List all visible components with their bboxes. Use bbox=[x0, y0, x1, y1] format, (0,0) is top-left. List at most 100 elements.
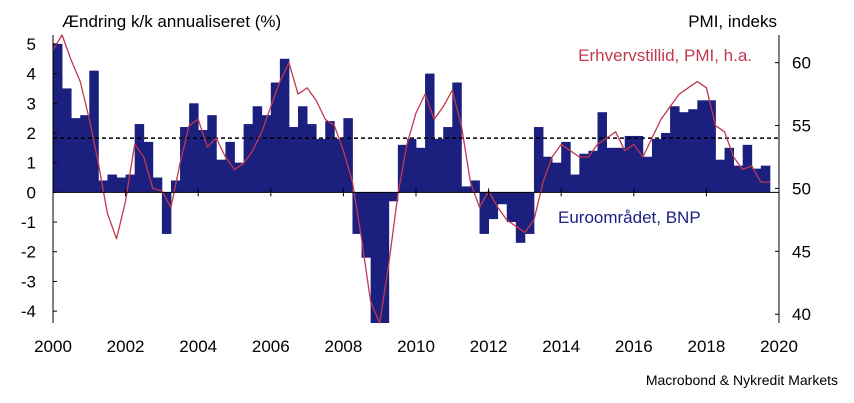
gdp-bar bbox=[742, 144, 753, 193]
gdp-bar bbox=[452, 82, 462, 193]
gdp-bar bbox=[670, 106, 680, 193]
gdp-bar bbox=[234, 162, 244, 193]
right-tick-label: 55 bbox=[792, 117, 811, 136]
x-tick-label: 2004 bbox=[179, 337, 217, 356]
left-tick-label: -1 bbox=[21, 213, 36, 232]
gdp-bar bbox=[506, 192, 517, 223]
gdp-bars bbox=[53, 43, 771, 323]
gdp-bar bbox=[679, 112, 689, 193]
left-axis-title: Ændring k/k annualiseret (%) bbox=[62, 12, 281, 31]
left-tick-label: -4 bbox=[21, 302, 36, 321]
x-tick-label: 2016 bbox=[615, 337, 653, 356]
gdp-bar bbox=[606, 147, 617, 193]
gdp-bar bbox=[161, 192, 172, 234]
gdp-bar bbox=[207, 115, 217, 193]
x-tick-label: 2014 bbox=[542, 337, 580, 356]
gdp-bar bbox=[343, 118, 353, 193]
x-tick-label: 2018 bbox=[687, 337, 725, 356]
x-tick-label: 2008 bbox=[324, 337, 362, 356]
gdp-bar bbox=[470, 180, 480, 193]
gdp-bar bbox=[298, 106, 308, 193]
gdp-bar bbox=[479, 192, 489, 234]
left-tick-label: 3 bbox=[27, 94, 36, 113]
gdp-bar bbox=[53, 43, 63, 193]
gdp-bar bbox=[461, 186, 471, 193]
gdp-bar bbox=[116, 177, 126, 193]
gdp-bar bbox=[216, 159, 226, 193]
gdp-bar bbox=[288, 127, 299, 193]
x-tick-label: 2012 bbox=[470, 337, 508, 356]
gdp-bar bbox=[488, 192, 499, 220]
left-tick-label: 2 bbox=[27, 124, 36, 143]
gdp-bar bbox=[579, 153, 589, 193]
pmi-line-group bbox=[52, 34, 770, 324]
gdp-bar bbox=[615, 147, 626, 193]
gdp-bar bbox=[62, 88, 72, 193]
gdp-bar bbox=[661, 132, 671, 193]
gdp-bar bbox=[406, 138, 417, 193]
pmi-line bbox=[52, 34, 770, 324]
gdp-bar bbox=[152, 177, 163, 193]
gdp-bar bbox=[434, 138, 444, 193]
gdp-bar bbox=[642, 156, 653, 193]
gdp-bar bbox=[697, 100, 707, 193]
gdp-bar bbox=[307, 124, 317, 193]
gdp-bar bbox=[261, 115, 272, 193]
gdp-bar bbox=[706, 100, 716, 193]
gdp-bar bbox=[425, 73, 435, 193]
gdp-bar bbox=[543, 156, 553, 193]
source-note: Macrobond & Nykredit Markets bbox=[646, 372, 838, 388]
x-tick-label: 2020 bbox=[760, 337, 798, 356]
gdp-bar bbox=[570, 174, 580, 193]
gdp-bar bbox=[189, 103, 199, 193]
gdp-bar bbox=[270, 82, 281, 193]
gdp-bar bbox=[416, 147, 426, 193]
gdp-series-label: Euroområdet, BNP bbox=[558, 208, 701, 227]
gdp-bar bbox=[633, 135, 644, 193]
gdp-bar bbox=[180, 127, 190, 193]
gdp-bar bbox=[760, 165, 771, 193]
pmi-series-label: Erhvervstillid, PMI, h.a. bbox=[578, 46, 752, 65]
x-tick-label: 2000 bbox=[34, 337, 72, 356]
gdp-bar bbox=[71, 118, 81, 193]
gdp-bar bbox=[552, 162, 562, 193]
gdp-bar bbox=[597, 112, 607, 193]
right-tick-label: 45 bbox=[792, 242, 811, 261]
gdp-bar bbox=[325, 121, 335, 193]
gdp-bar bbox=[379, 192, 390, 323]
gdp-bar bbox=[107, 174, 117, 193]
gdp-bar bbox=[134, 124, 145, 193]
left-tick-label: 5 bbox=[27, 35, 36, 54]
left-tick-label: 0 bbox=[27, 183, 36, 202]
gdp-bar bbox=[588, 150, 598, 193]
gdp-bar bbox=[651, 138, 662, 193]
gdp-bar bbox=[125, 174, 136, 193]
gdp-bar bbox=[361, 192, 372, 258]
gdp-bar bbox=[252, 106, 263, 193]
gdp-bar bbox=[143, 141, 154, 193]
gdp-bar bbox=[388, 192, 399, 202]
gdp-bar bbox=[733, 165, 744, 193]
left-tick-label: 4 bbox=[27, 65, 36, 84]
gdp-bar bbox=[279, 58, 290, 193]
gdp-bar bbox=[715, 159, 725, 193]
gdp-bar bbox=[370, 192, 381, 323]
left-tick-label: 1 bbox=[27, 154, 36, 173]
gdp-bar bbox=[497, 192, 508, 205]
gdp-bar bbox=[624, 135, 635, 193]
gdp-bar bbox=[561, 141, 571, 193]
x-tick-label: 2002 bbox=[107, 337, 145, 356]
axes: 5 4 3 2 1 0 -1 -2 -3 -4 60 55 50 45 40 2000 2002 2004 2006… bbox=[21, 35, 811, 356]
right-tick-label: 40 bbox=[792, 305, 811, 324]
right-tick-label: 50 bbox=[792, 179, 811, 198]
right-axis-title: PMI, indeks bbox=[688, 12, 777, 31]
gdp-bar bbox=[524, 192, 535, 234]
x-tick-label: 2010 bbox=[397, 337, 435, 356]
gdp-bar bbox=[316, 138, 326, 193]
left-tick-label: -2 bbox=[21, 243, 36, 262]
gdp-bar bbox=[533, 127, 544, 193]
gdp-bar bbox=[89, 70, 99, 193]
right-tick-label: 60 bbox=[792, 54, 811, 73]
x-tick-label: 2006 bbox=[252, 337, 290, 356]
